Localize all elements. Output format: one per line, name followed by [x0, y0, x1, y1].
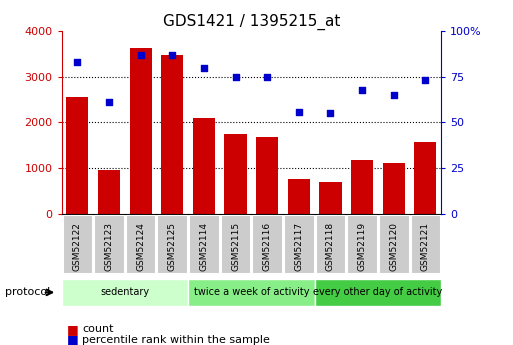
Text: GSM52121: GSM52121 [421, 222, 430, 271]
Point [263, 74, 271, 80]
FancyBboxPatch shape [188, 279, 314, 306]
Text: GSM52122: GSM52122 [73, 222, 82, 271]
Bar [320, 182, 342, 214]
Point [326, 110, 334, 116]
Text: GSM52118: GSM52118 [326, 222, 335, 271]
Point [389, 92, 398, 98]
Bar [225, 134, 247, 214]
Bar [383, 163, 405, 214]
Text: ■: ■ [67, 323, 78, 336]
Point [294, 109, 303, 114]
Point [358, 87, 366, 92]
Bar [66, 97, 88, 214]
Point [168, 52, 176, 58]
Bar [130, 48, 152, 214]
Text: GSM52117: GSM52117 [294, 222, 303, 271]
Point [200, 65, 208, 70]
Text: GSM52120: GSM52120 [389, 222, 398, 271]
Point [73, 59, 82, 65]
Text: GSM52124: GSM52124 [136, 222, 145, 271]
Bar [161, 55, 183, 214]
Bar [351, 160, 373, 214]
Bar [415, 142, 437, 214]
Text: count: count [82, 325, 113, 334]
Point [231, 74, 240, 80]
Text: percentile rank within the sample: percentile rank within the sample [82, 335, 270, 345]
Text: GSM52125: GSM52125 [168, 222, 177, 271]
Title: GDS1421 / 1395215_at: GDS1421 / 1395215_at [163, 13, 340, 30]
Text: GSM52123: GSM52123 [105, 222, 113, 271]
Bar [98, 170, 120, 214]
Bar [256, 137, 278, 214]
Text: GSM52119: GSM52119 [358, 222, 367, 271]
Text: ■: ■ [67, 333, 78, 345]
Point [136, 52, 145, 58]
Text: sedentary: sedentary [100, 287, 149, 297]
Point [105, 100, 113, 105]
Text: GSM52114: GSM52114 [200, 222, 208, 271]
Text: twice a week of activity: twice a week of activity [193, 287, 309, 297]
Text: GSM52115: GSM52115 [231, 222, 240, 271]
Text: every other day of activity: every other day of activity [313, 287, 443, 297]
FancyBboxPatch shape [62, 279, 188, 306]
Bar [288, 179, 310, 214]
FancyBboxPatch shape [314, 279, 441, 306]
Text: protocol: protocol [5, 287, 50, 297]
Bar [193, 118, 215, 214]
Point [421, 78, 429, 83]
Text: GSM52116: GSM52116 [263, 222, 272, 271]
